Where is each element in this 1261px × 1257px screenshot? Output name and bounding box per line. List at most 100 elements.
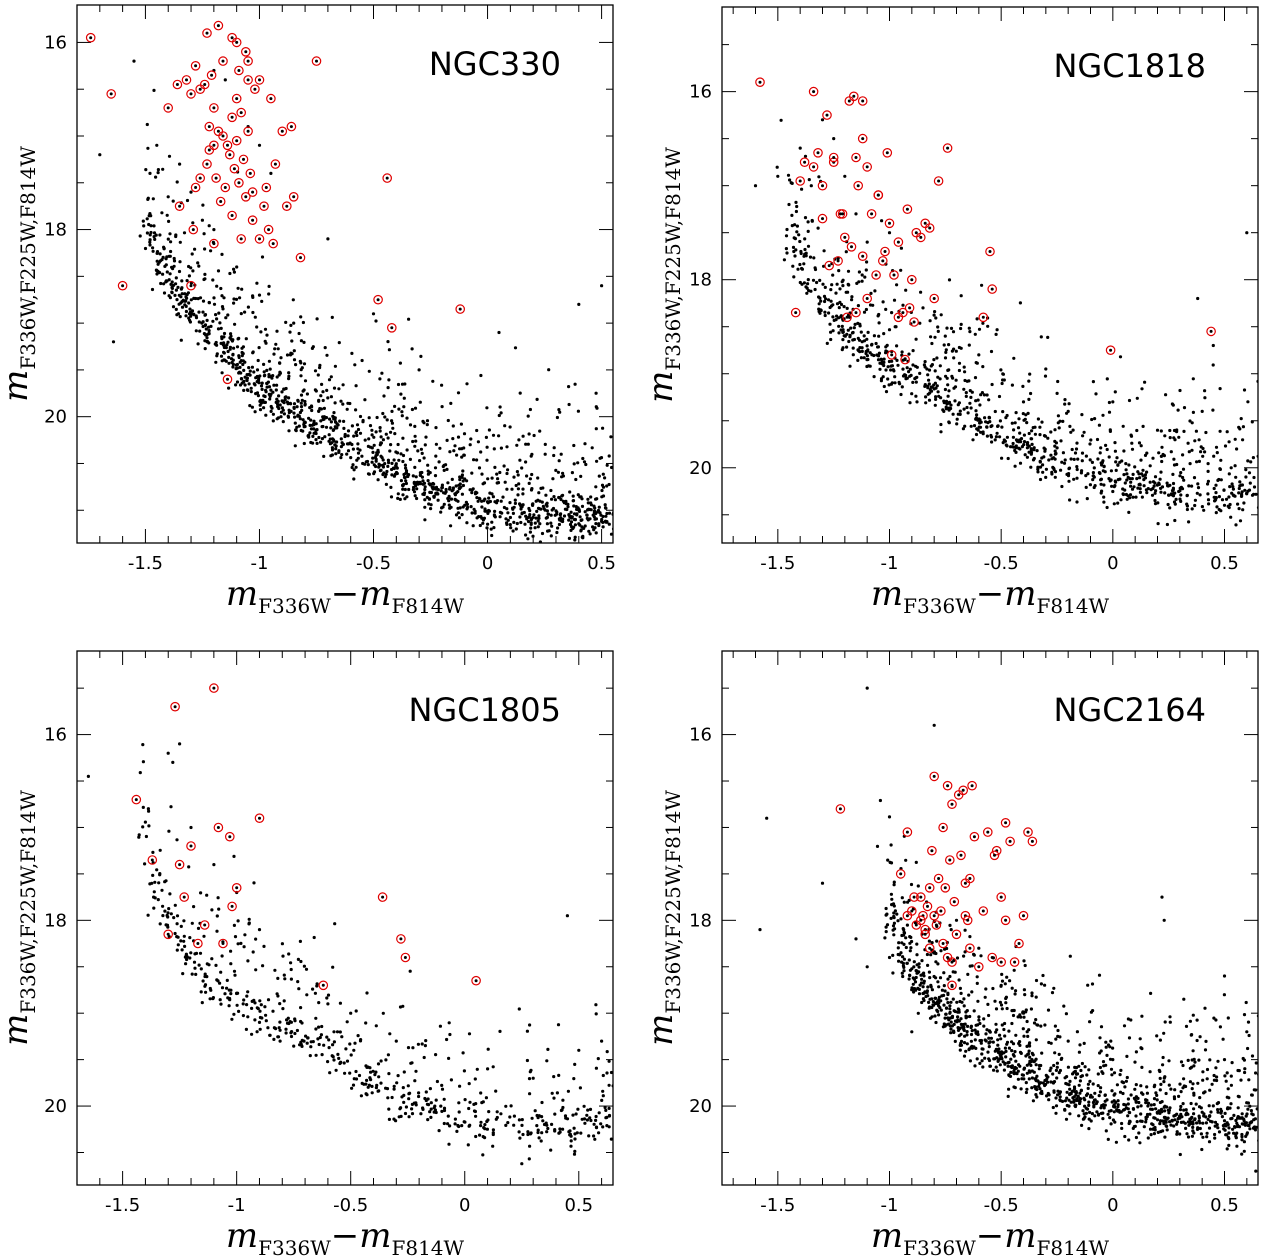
star-point [917, 965, 921, 969]
star-point [485, 526, 489, 530]
star-point [299, 393, 304, 397]
star-point [934, 395, 938, 399]
star-point [1234, 475, 1238, 479]
star-point [1130, 477, 1134, 481]
star-point [279, 356, 283, 360]
star-point [235, 265, 239, 269]
star-point [1160, 485, 1165, 489]
star-point [456, 1123, 460, 1128]
star-point [252, 370, 256, 374]
star-point [1054, 451, 1058, 456]
star-point [953, 1019, 958, 1023]
star-point [499, 499, 503, 503]
star-point [394, 1039, 398, 1043]
star-point [265, 333, 269, 337]
star-point [158, 252, 162, 256]
star-point [314, 438, 318, 442]
star-point [424, 1090, 428, 1094]
star-point [153, 880, 157, 884]
star-point [308, 431, 312, 435]
star-point [231, 352, 235, 356]
star-point [287, 411, 291, 415]
star-point [1021, 384, 1025, 388]
star-point [1112, 502, 1116, 506]
be-star-marker [241, 46, 251, 57]
star-point [564, 1116, 568, 1120]
star-point [536, 519, 540, 523]
star-point [1039, 335, 1043, 339]
star-point [487, 1110, 491, 1114]
star-point [1238, 427, 1242, 431]
star-point [568, 490, 572, 494]
star-point [567, 542, 570, 543]
star-point [1084, 485, 1088, 489]
star-point [816, 226, 820, 230]
star-point [152, 224, 156, 228]
star-point [930, 341, 934, 346]
data-points [753, 77, 1258, 527]
star-point [994, 332, 998, 336]
star-point [573, 1137, 577, 1141]
be-star-marker [886, 350, 897, 360]
star-point [237, 336, 241, 340]
star-point [1045, 1075, 1049, 1079]
star-point [1087, 1100, 1091, 1104]
star-point [946, 383, 950, 387]
star-point [428, 1110, 432, 1114]
be-star-point [892, 273, 896, 277]
star-point [483, 507, 487, 511]
star-point [485, 445, 489, 449]
be-star-marker [400, 952, 411, 963]
star-point [1203, 1048, 1208, 1052]
star-point [184, 952, 188, 956]
y-tick-label: 18 [44, 220, 67, 241]
star-point [1135, 396, 1139, 400]
star-point [1130, 441, 1134, 445]
star-point [141, 825, 145, 829]
star-point [1195, 491, 1199, 495]
star-point [255, 1006, 259, 1010]
star-point [962, 387, 966, 391]
star-point [1197, 1058, 1201, 1062]
star-point [567, 385, 571, 389]
star-point [1059, 439, 1063, 443]
star-point [1041, 470, 1045, 474]
star-point [853, 322, 857, 326]
star-point [784, 234, 789, 238]
be-star-point [185, 78, 188, 82]
star-point [994, 1065, 998, 1069]
star-point [1178, 1132, 1182, 1136]
star-point [215, 978, 219, 982]
star-point [187, 264, 191, 269]
star-point [952, 347, 956, 351]
star-point [928, 391, 932, 395]
star-point [1131, 1107, 1136, 1111]
be-star-point [381, 895, 385, 899]
star-point [1085, 1073, 1089, 1077]
star-point [1036, 1023, 1040, 1027]
be-star-point [289, 125, 293, 129]
star-point [263, 373, 267, 377]
star-point [440, 1087, 445, 1091]
star-point [1173, 1118, 1177, 1122]
star-point [978, 1021, 982, 1026]
star-point [226, 340, 230, 344]
star-point [798, 146, 802, 150]
star-point [967, 343, 971, 347]
be-star-marker [199, 920, 210, 930]
star-point [197, 264, 201, 268]
star-point [356, 1034, 360, 1038]
star-point [1034, 1057, 1038, 1061]
panel-ngc1805: NGC1805 -1.5 -1 -0.5 0 0.5161820mF336W−mF814… [0, 650, 614, 1257]
star-point [1211, 363, 1215, 367]
star-point [899, 392, 903, 397]
star-point [449, 497, 454, 501]
star-point [1014, 1033, 1018, 1037]
star-point [205, 318, 209, 322]
star-point [1043, 447, 1047, 451]
star-point [879, 377, 884, 381]
star-point [477, 496, 481, 500]
star-point [212, 296, 216, 300]
star-point [983, 1056, 987, 1060]
star-point [902, 928, 906, 932]
